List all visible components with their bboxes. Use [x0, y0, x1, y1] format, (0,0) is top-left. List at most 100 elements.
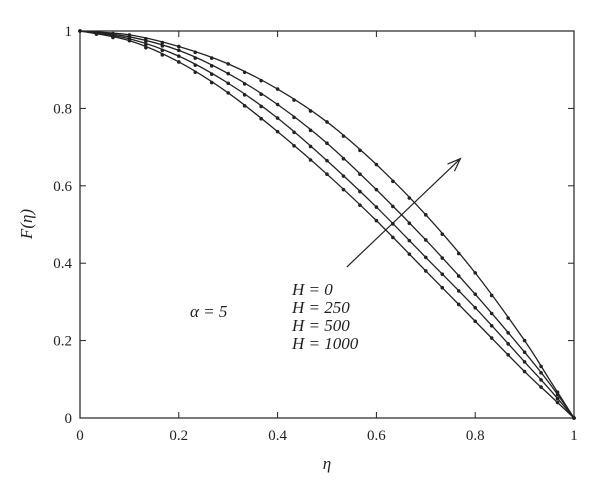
series-point — [242, 93, 247, 97]
series-point — [341, 187, 346, 192]
series-point — [506, 342, 510, 346]
series-line-3 — [79, 30, 575, 419]
series-point — [374, 187, 379, 192]
legend-entry-h1000: H = 1000 — [291, 334, 359, 353]
series-point — [177, 54, 181, 58]
series-point — [259, 78, 263, 83]
series-point — [424, 269, 428, 273]
legend-entry-h500: H = 500 — [291, 316, 350, 335]
series-point — [209, 72, 214, 77]
arrow-shaft — [346, 158, 461, 268]
series-point — [473, 271, 478, 275]
trend-arrow — [346, 157, 462, 268]
series-point — [456, 302, 461, 307]
series-point — [292, 98, 296, 102]
x-tick-label: 0.4 — [268, 428, 287, 444]
series-point — [358, 172, 362, 176]
series-point — [456, 251, 461, 256]
series-point — [144, 36, 148, 41]
y-tick-label: 0.8 — [53, 101, 72, 117]
series-point — [522, 350, 527, 355]
series-line-1 — [79, 30, 575, 419]
series-line-0 — [79, 30, 575, 419]
alpha-annotation: α = 5 — [190, 302, 227, 321]
series-point — [160, 40, 165, 45]
axis-ticks: 0 0.2 0.4 0.6 0.8 1 0 0.2 0.4 0.6 0.8 1 — [53, 24, 578, 444]
series-point — [489, 293, 494, 298]
series-point — [160, 44, 165, 48]
series-point — [358, 189, 362, 194]
series-point — [341, 174, 346, 178]
series-point — [292, 115, 296, 120]
series-point — [292, 144, 296, 148]
series-point — [308, 128, 313, 133]
series-point — [391, 235, 395, 240]
x-tick-label: 0 — [76, 428, 84, 444]
series-point — [572, 416, 576, 420]
legend-entry-h0: H = 0 — [291, 280, 333, 299]
series-point — [275, 87, 280, 91]
series-point — [374, 205, 379, 209]
series-point — [489, 323, 494, 328]
arrow-head — [447, 157, 462, 172]
series-point — [78, 29, 82, 33]
series-point — [456, 274, 461, 278]
series-point — [259, 92, 263, 97]
series-point — [177, 44, 181, 49]
series-point — [144, 39, 148, 44]
series-point — [341, 134, 346, 138]
series-point — [308, 109, 313, 113]
series-point — [242, 82, 247, 86]
series-point — [456, 289, 461, 293]
series-point — [111, 31, 115, 36]
series-point — [242, 70, 247, 75]
series-point — [259, 104, 263, 109]
series-point — [374, 218, 379, 223]
series-point — [522, 369, 527, 374]
series-point — [325, 172, 329, 176]
series-point — [407, 196, 412, 200]
series-point — [94, 30, 99, 35]
series-point — [539, 378, 543, 382]
series-point — [193, 56, 198, 60]
series-point — [325, 141, 329, 146]
series-point — [275, 129, 280, 134]
series-point — [489, 336, 494, 340]
series-point — [193, 70, 198, 75]
series-point — [555, 400, 560, 405]
series-point — [424, 213, 428, 217]
series-point — [407, 221, 412, 226]
x-tick-label: 1 — [570, 428, 578, 444]
series-point — [325, 158, 329, 163]
series-point — [440, 272, 445, 276]
series-point — [144, 42, 148, 47]
series-point — [325, 120, 329, 124]
series-point — [424, 255, 428, 260]
series-point — [292, 130, 296, 135]
y-tick-label: 0.4 — [53, 256, 72, 272]
series-point — [506, 331, 510, 335]
series-point — [506, 352, 510, 357]
series-point — [226, 91, 230, 95]
series-point — [473, 292, 478, 296]
series-point — [177, 60, 181, 64]
series-point — [489, 311, 494, 316]
legend-entry-h250: H = 250 — [291, 298, 350, 317]
series-point — [539, 385, 543, 389]
series-point — [440, 256, 445, 260]
series-point — [473, 319, 478, 324]
series-point — [193, 50, 198, 55]
series-point — [209, 80, 214, 85]
series-point — [391, 179, 395, 184]
series-point — [424, 238, 428, 242]
series-point — [308, 158, 313, 162]
series-point — [226, 71, 230, 76]
series-group — [78, 29, 576, 420]
series-point — [308, 144, 313, 149]
series-line-2 — [79, 30, 575, 419]
series-point — [341, 156, 346, 161]
x-tick-label: 0.2 — [169, 428, 188, 444]
series-point — [358, 148, 362, 153]
series-point — [440, 232, 445, 236]
series-point — [407, 238, 412, 243]
